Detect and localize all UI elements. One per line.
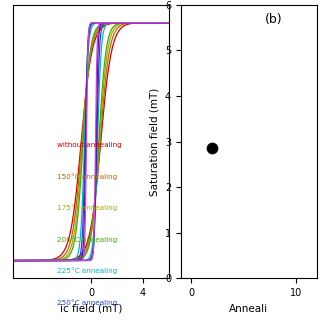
- Text: 150°C annealing: 150°C annealing: [57, 173, 117, 180]
- X-axis label: Anneali: Anneali: [229, 304, 268, 314]
- Text: 175°C annealing: 175°C annealing: [57, 204, 117, 211]
- Text: without annealing: without annealing: [57, 141, 121, 148]
- Y-axis label: Saturation field (mT): Saturation field (mT): [149, 87, 159, 196]
- Point: [210, 146, 215, 151]
- Text: 225°C annealing: 225°C annealing: [57, 268, 117, 274]
- Text: 250°C annealing: 250°C annealing: [57, 299, 117, 306]
- Text: 200°C annealing: 200°C annealing: [57, 236, 117, 243]
- Text: (b): (b): [265, 13, 283, 26]
- X-axis label: ic field (mT): ic field (mT): [60, 304, 122, 314]
